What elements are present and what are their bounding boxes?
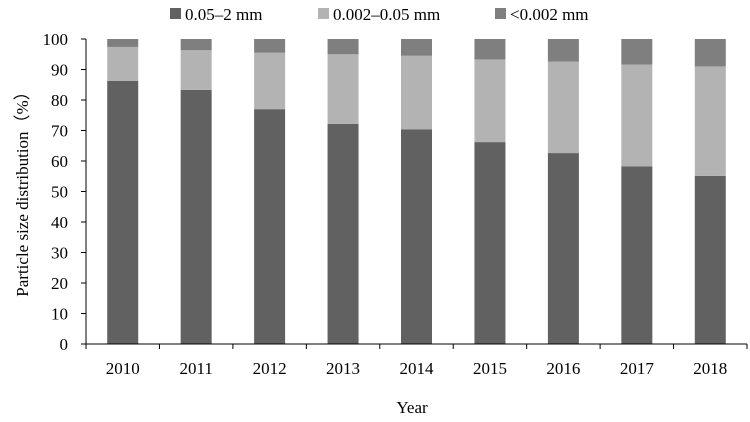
y-ticks: 0 10 20 30 40 50 60 70 80 90 100 [43,30,86,354]
y-axis-title: Particle size distribution（%） [13,83,32,296]
bar-segment-series-3 [694,39,726,67]
bar-segment-series-1 [547,153,579,344]
bar-segment-series-1 [401,129,432,344]
y-tick-label: 20 [51,274,68,293]
legend-swatch [495,8,506,19]
y-tick-label: 80 [51,91,68,110]
y-tick-label: 50 [51,183,68,202]
bar-segment-series-3 [547,39,579,62]
x-tick-label: 2010 [106,359,140,378]
y-tick-label: 90 [51,61,68,80]
x-tick-label: 2014 [400,359,435,378]
bar-segment-series-2 [694,66,726,176]
x-ticks: 2010 2011 2012 2013 2014 2015 2016 2017 2018 [85,344,748,378]
y-tick-label: 0 [60,335,69,354]
bar-segment-series-3 [180,39,212,51]
bar-segment-series-2 [474,59,506,143]
bar-segment-series-1 [621,166,653,344]
legend-swatch [170,8,181,19]
bar-segment-series-1 [180,89,212,344]
bar-segment-series-1 [254,109,286,345]
bar-segment-series-1 [107,80,139,344]
legend-swatch [318,8,329,19]
bar-segment-series-2 [547,61,579,154]
y-tick-label: 100 [43,30,69,49]
x-tick-label: 2011 [179,359,212,378]
bar-segment-series-2 [401,55,432,130]
y-tick-label: 10 [51,305,68,324]
bar-segment-series-3 [254,39,286,53]
x-tick-label: 2017 [620,359,655,378]
bar-segment-series-3 [401,39,432,56]
bar-segment-series-3 [327,39,359,55]
x-axis-title: Year [396,398,428,417]
bar-segment-series-2 [254,52,286,110]
bar-segment-series-3 [474,39,506,60]
bar-segment-series-1 [474,142,506,344]
y-tick-label: 40 [51,213,68,232]
bar-segment-series-3 [107,39,139,47]
bar-segment-series-1 [694,175,726,344]
bar-segment-series-2 [327,54,359,124]
y-tick-label: 30 [51,244,68,263]
bar-segment-series-2 [180,50,212,90]
bar-segment-series-2 [621,64,653,167]
legend-label: 0.002–0.05 mm [333,5,440,24]
x-tick-label: 2015 [473,359,507,378]
y-tick-label: 70 [51,122,68,141]
bar-segment-series-2 [107,46,139,81]
legend: 0.05–2 mm 0.002–0.05 mm <0.002 mm [170,5,589,24]
bar-segment-series-1 [327,123,359,344]
x-tick-label: 2018 [693,359,727,378]
x-tick-label: 2012 [253,359,287,378]
y-tick-label: 60 [51,152,68,171]
legend-label: 0.05–2 mm [185,5,262,24]
bars [107,39,726,345]
x-tick-label: 2016 [546,359,580,378]
x-tick-label: 2013 [326,359,360,378]
legend-label: <0.002 mm [510,5,589,24]
bar-segment-series-3 [621,39,653,65]
